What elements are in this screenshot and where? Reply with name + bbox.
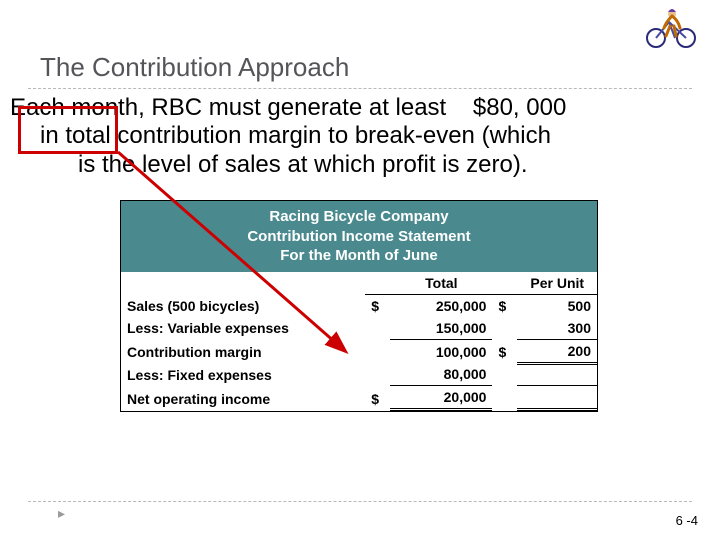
table-row: Contribution margin 100,000 $ 200 [121,339,597,363]
column-header-row: Total Per Unit [121,272,597,295]
footer-divider [28,501,692,502]
table-row: Less: Variable expenses 150,000 300 [121,317,597,340]
table-row: Less: Fixed expenses 80,000 [121,363,597,386]
col-perunit: Per Unit [517,272,597,295]
table-row: Sales (500 bicycles) $ 250,000 $ 500 [121,294,597,317]
header-period: For the Month of June [125,246,593,266]
header-company: Racing Bicycle Company [125,207,593,227]
bullet-icon: ▸ [58,505,65,522]
body-line-3: is the level of sales at which profit is… [10,151,710,179]
table-row: Net operating income $ 20,000 [121,386,597,410]
highlight-box [18,106,118,154]
page-number: 6 -4 [676,513,698,528]
income-statement-table: Racing Bicycle Company Contribution Inco… [120,200,598,412]
title-divider [28,88,692,89]
table-header: Racing Bicycle Company Contribution Inco… [121,201,597,272]
col-total: Total [390,272,492,295]
slide-title: The Contribution Approach [40,52,349,83]
header-title: Contribution Income Statement [125,227,593,247]
cyclist-icon [642,8,702,48]
